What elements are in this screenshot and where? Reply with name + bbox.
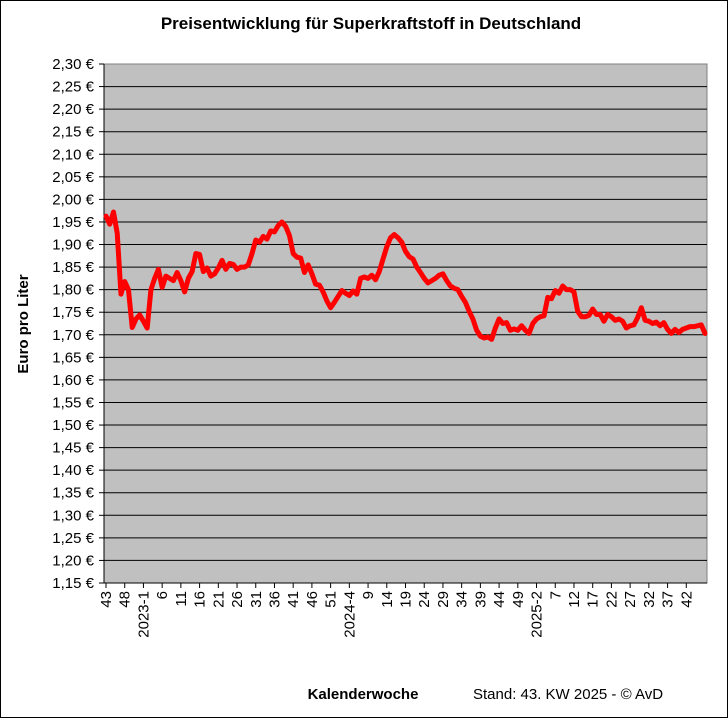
- y-axis-ticks: 1,15 € 1,20 € 1,25 € 1,30 € 1,35 € 1,40 € 1,45…: [52, 56, 104, 592]
- x-tick-label: 2023-1: [135, 591, 152, 638]
- x-tick-label: 22: [603, 591, 620, 608]
- x-tick-label: 37: [660, 591, 677, 608]
- x-tick-label: 27: [622, 591, 639, 608]
- y-tick-label: 1,20 €: [52, 552, 94, 569]
- x-tick-label: 12: [566, 591, 583, 608]
- x-tick-label: 29: [435, 591, 452, 608]
- x-tick-label: 32: [641, 591, 658, 608]
- y-tick-label: 1,95 €: [52, 214, 94, 231]
- y-tick-label: 1,15 €: [52, 575, 94, 592]
- y-tick-label: 2,15 €: [52, 124, 94, 141]
- y-tick-label: 1,80 €: [52, 282, 94, 299]
- y-tick-label: 1,85 €: [52, 259, 94, 276]
- y-tick-label: 2,10 €: [52, 146, 94, 163]
- x-tick-label: 49: [510, 591, 527, 608]
- x-axis-title: Kalenderwoche: [308, 686, 419, 703]
- y-tick-label: 2,20 €: [52, 101, 94, 118]
- x-tick-label: 42: [678, 591, 695, 608]
- x-tick-label: 16: [192, 591, 209, 608]
- x-tick-label: 14: [379, 591, 396, 608]
- y-axis-title: Euro pro Liter: [15, 274, 32, 373]
- y-tick-label: 2,25 €: [52, 79, 94, 96]
- x-tick-label: 26: [229, 591, 246, 608]
- y-tick-label: 1,35 €: [52, 485, 94, 502]
- x-axis-ticks: 43 48 2023-1 6 11 16 21 26 31 36 41 46 51 2024-4 9 14 19…: [98, 583, 695, 638]
- y-tick-label: 1,70 €: [52, 327, 94, 344]
- y-tick-label: 1,25 €: [52, 530, 94, 547]
- series-line-superkraftstoff: [103, 209, 708, 342]
- source-note: Stand: 43. KW 2025 - © AvD: [473, 686, 663, 703]
- x-tick-label: 34: [454, 591, 471, 608]
- x-tick-label: 51: [323, 591, 340, 608]
- y-tick-label: 1,55 €: [52, 394, 94, 411]
- gridlines: [104, 86, 707, 561]
- x-tick-label: 2024-4: [341, 591, 358, 638]
- x-tick-label: 31: [248, 591, 265, 608]
- x-tick-label: 11: [173, 591, 190, 607]
- x-tick-label: 6: [154, 591, 171, 599]
- y-tick-label: 1,45 €: [52, 440, 94, 457]
- x-tick-label: 36: [266, 591, 283, 608]
- x-tick-label: 43: [98, 591, 115, 608]
- x-tick-label: 46: [304, 591, 321, 608]
- x-tick-label: 7: [547, 591, 564, 599]
- x-tick-label: 21: [210, 591, 227, 608]
- x-tick-label: 39: [472, 591, 489, 608]
- plot-area: [103, 63, 708, 584]
- x-tick-label: 48: [117, 591, 134, 608]
- y-tick-label: 1,60 €: [52, 372, 94, 389]
- x-tick-label: 41: [285, 591, 302, 608]
- y-tick-label: 1,40 €: [52, 462, 94, 479]
- x-tick-label: 2025-2: [529, 591, 546, 638]
- y-tick-label: 1,50 €: [52, 417, 94, 434]
- y-tick-label: 2,05 €: [52, 169, 94, 186]
- x-tick-label: 19: [398, 591, 415, 608]
- chart-title: Preisentwicklung für Superkraftstoff in …: [161, 14, 581, 33]
- y-tick-label: 2,00 €: [52, 191, 94, 208]
- y-tick-label: 1,30 €: [52, 507, 94, 524]
- y-tick-label: 2,30 €: [52, 56, 94, 73]
- x-tick-label: 17: [585, 591, 602, 608]
- y-tick-label: 1,65 €: [52, 349, 94, 366]
- x-tick-label: 9: [360, 591, 377, 599]
- x-tick-label: 24: [416, 591, 433, 608]
- y-tick-label: 1,75 €: [52, 304, 94, 321]
- x-tick-label: 44: [491, 591, 508, 608]
- y-tick-label: 1,90 €: [52, 237, 94, 254]
